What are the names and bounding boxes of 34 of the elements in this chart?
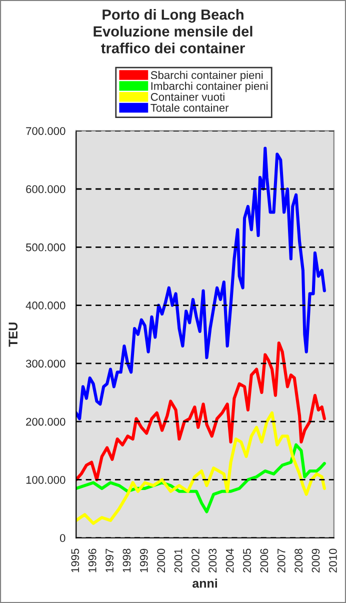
x-axis-title: anni xyxy=(192,578,217,588)
y-tick-label: 200.000 xyxy=(26,418,66,426)
y-tick-label: 100.000 xyxy=(26,476,66,484)
x-tick-label: 2000 xyxy=(157,548,166,572)
line-series xyxy=(76,411,326,525)
y-tick-label: 600.000 xyxy=(26,185,66,194)
x-tick-label: 1999 xyxy=(140,548,148,572)
y-tick-label: 0 xyxy=(60,534,66,542)
x-tick-label: 2006 xyxy=(260,548,268,572)
x-tick-label: 2007 xyxy=(277,548,286,572)
y-tick-label: 700.000 xyxy=(26,127,66,135)
legend-label: Sbarchi container pieni xyxy=(150,70,263,82)
x-tick-label: 2004 xyxy=(226,548,234,572)
y-tick-label: 500.000 xyxy=(26,243,66,252)
x-tick-label: 1995 xyxy=(71,548,80,572)
y-tick-label: 400.000 xyxy=(26,302,66,310)
x-tick-label: 2008 xyxy=(294,548,303,572)
y-tick-label: 300.000 xyxy=(26,360,66,368)
x-tick-label: 2010 xyxy=(329,548,337,572)
chart-title: Porto di Long Beach Evoluzione mensile del traffico dei container xyxy=(94,9,252,54)
x-tick-label: 1998 xyxy=(122,548,131,572)
legend-label: Container vuoti xyxy=(150,92,224,101)
line-series xyxy=(76,146,326,420)
x-tick-label: 1997 xyxy=(106,548,114,572)
y-axis-title: TEU xyxy=(8,322,18,347)
x-tick-label: 2005 xyxy=(243,548,251,572)
legend-label: Imbarchi container pieni xyxy=(151,82,268,92)
line-series xyxy=(76,342,326,482)
x-tick-label: 1996 xyxy=(88,548,96,572)
x-tick-label: 2003 xyxy=(208,548,217,572)
x-tick-label: 2001 xyxy=(174,548,182,572)
legend-label: Totale container xyxy=(150,104,229,112)
x-tick-label: 2009 xyxy=(312,548,320,572)
x-tick-label: 2002 xyxy=(192,548,200,572)
